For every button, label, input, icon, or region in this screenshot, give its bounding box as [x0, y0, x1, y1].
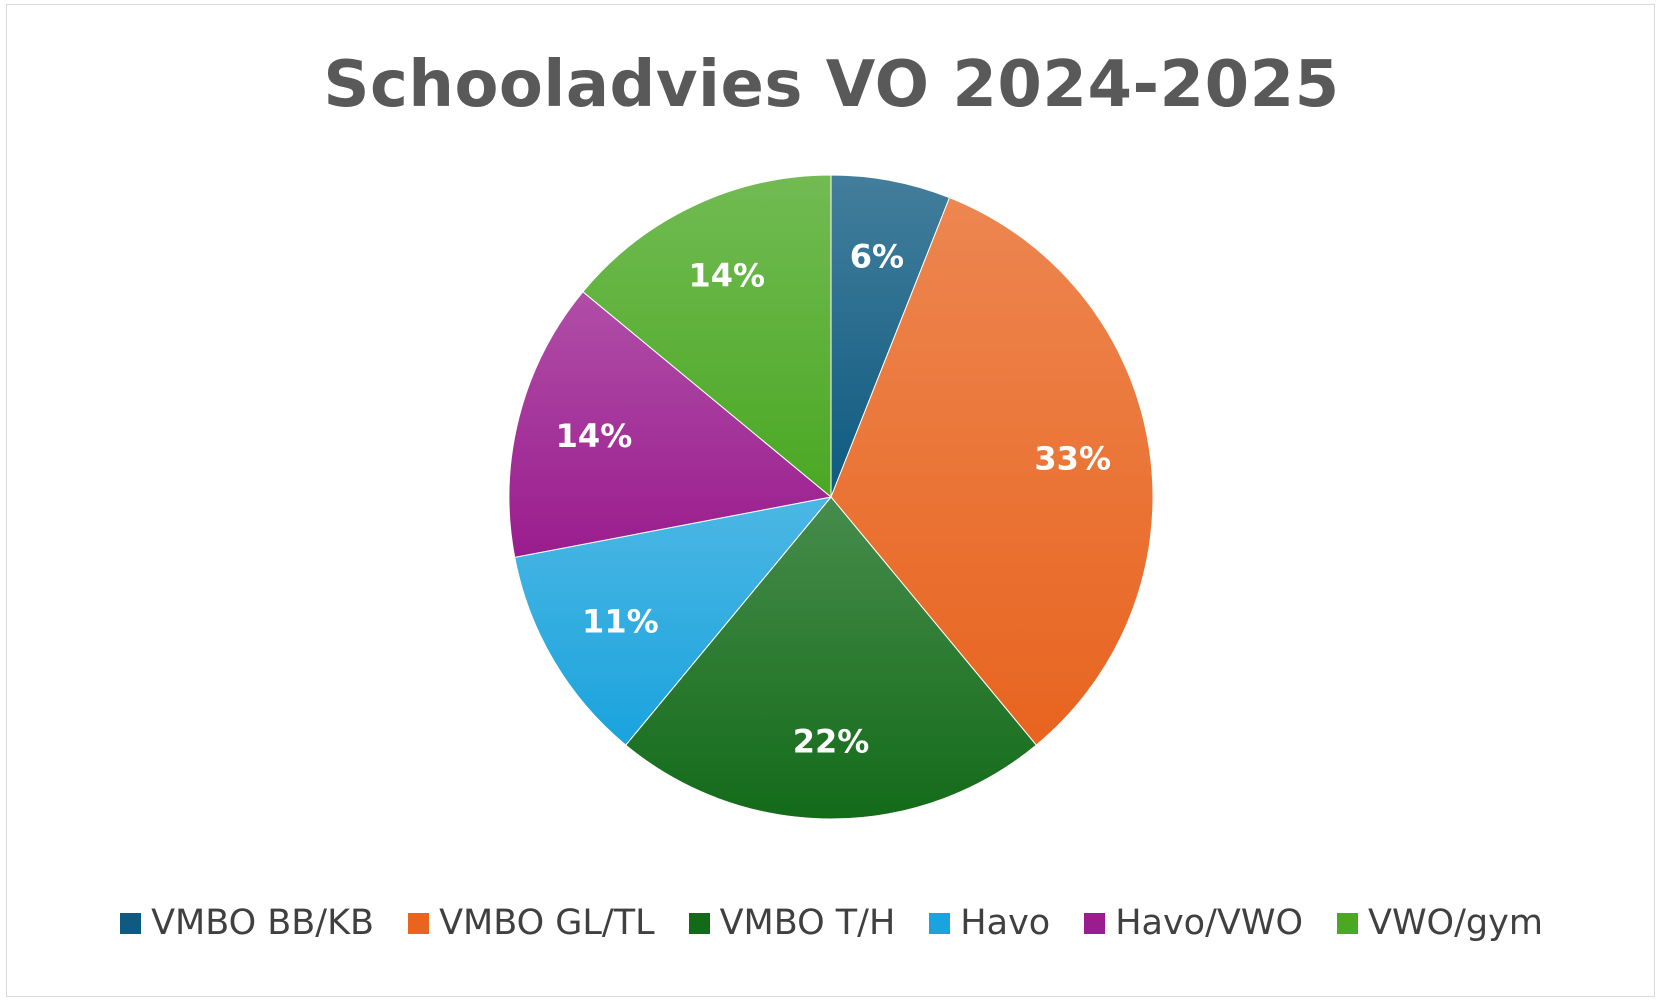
- legend-swatch: [1337, 912, 1358, 934]
- slice-data-label: 6%: [850, 238, 904, 276]
- legend-label: Havo/VWO: [1115, 903, 1303, 943]
- pie-slice: [830, 174, 951, 498]
- slice-data-label: 14%: [689, 257, 766, 295]
- legend-item: Havo/VWO: [1084, 903, 1303, 943]
- legend-item: VWO/gym: [1337, 903, 1543, 943]
- pie-slice: [508, 291, 833, 558]
- legend-swatch: [929, 912, 951, 934]
- legend-item: VMBO T/H: [688, 903, 896, 943]
- slice-data-label: 11%: [582, 603, 659, 641]
- chart-title: Schooladvies VO 2024-2025: [323, 48, 1340, 122]
- legend-label: VMBO BB/KB: [151, 903, 375, 943]
- chart-legend: VMBO BB/KB VMBO GL/TL VMBO T/H Havo Havo…: [0, 903, 1663, 943]
- legend-swatch: [1084, 912, 1106, 934]
- legend-label: Havo: [960, 903, 1051, 943]
- pie-slice: [514, 496, 833, 746]
- legend-label: VMBO T/H: [719, 903, 896, 943]
- legend-item: VMBO GL/TL: [408, 903, 655, 943]
- legend-swatch: [120, 912, 142, 934]
- slice-data-label: 14%: [556, 417, 633, 455]
- pie-slice: [582, 174, 832, 499]
- legend-label: VMBO GL/TL: [439, 903, 655, 943]
- pie-slice: [830, 196, 1154, 746]
- legend-swatch: [408, 912, 430, 934]
- legend-item: VMBO BB/KB: [120, 903, 374, 943]
- legend-label: VWO/gym: [1368, 903, 1543, 943]
- legend-item: Havo: [929, 903, 1050, 943]
- pie-slice: [625, 496, 1037, 820]
- slice-data-label: 33%: [1034, 440, 1111, 478]
- slice-data-label: 22%: [793, 723, 870, 761]
- legend-swatch: [688, 912, 710, 934]
